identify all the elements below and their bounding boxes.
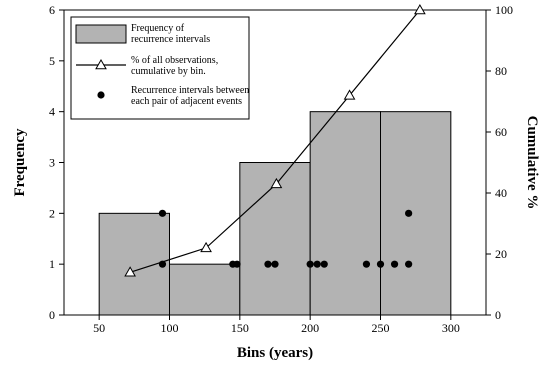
x-tick-label: 50 bbox=[93, 321, 105, 335]
legend-bar-swatch bbox=[75, 24, 127, 44]
interval-dot bbox=[390, 260, 399, 268]
legend-label: each pair of adjacent events bbox=[131, 96, 242, 107]
interval-dot bbox=[405, 209, 413, 217]
y-tick-label: 0 bbox=[49, 308, 55, 322]
legend-label: % of all observations, bbox=[131, 55, 218, 66]
interval-dot bbox=[233, 260, 241, 268]
legend-label: Frequency of bbox=[131, 23, 185, 34]
interval-dot bbox=[320, 260, 328, 268]
cumulative-point bbox=[124, 266, 136, 277]
bars-layer bbox=[98, 111, 452, 316]
y2-tick-label: 60 bbox=[495, 125, 507, 139]
y-tick-label: 2 bbox=[49, 206, 55, 220]
interval-dot bbox=[362, 260, 371, 268]
y-axis-title: Frequency bbox=[12, 128, 28, 197]
x-axis-title: Bins (years) bbox=[237, 345, 313, 361]
y2-tick-label: 100 bbox=[495, 3, 513, 17]
legend-label: cumulative by bin. bbox=[131, 66, 206, 77]
bar bbox=[380, 111, 452, 316]
interval-dot bbox=[313, 260, 321, 268]
y-tick-label: 1 bbox=[49, 257, 55, 271]
y-tick-label: 3 bbox=[49, 156, 55, 170]
interval-dot bbox=[264, 260, 272, 268]
bar bbox=[98, 212, 170, 316]
x-tick-label: 100 bbox=[161, 321, 179, 335]
y-axis-left: 0 1 2 3 4 5 6 bbox=[49, 3, 64, 322]
cumulative-point bbox=[200, 241, 212, 253]
y-axis-right: 0 20 40 60 80 100 bbox=[486, 3, 513, 322]
cumulative-line-layer bbox=[124, 3, 426, 277]
interval-dot bbox=[405, 260, 413, 268]
legend-triangle-marker bbox=[95, 58, 107, 70]
interval-dot bbox=[158, 260, 167, 268]
y-tick-label: 6 bbox=[49, 3, 55, 17]
interval-dot bbox=[271, 260, 279, 268]
y-tick-label: 5 bbox=[49, 54, 55, 68]
x-axis: 50 100 150 200 250 300 bbox=[93, 315, 460, 335]
cumulative-point bbox=[270, 177, 283, 189]
cumulative-point bbox=[414, 3, 426, 15]
x-tick-label: 200 bbox=[301, 321, 319, 335]
y2-tick-label: 20 bbox=[495, 247, 507, 261]
y2-tick-label: 80 bbox=[495, 64, 507, 78]
interval-dots-layer bbox=[158, 209, 413, 268]
y2-tick-label: 40 bbox=[495, 186, 507, 200]
legend-dot-marker bbox=[97, 91, 105, 99]
x-tick-label: 150 bbox=[231, 321, 249, 335]
legend-label: Recurrence intervals between bbox=[131, 85, 249, 96]
cumulative-point bbox=[343, 89, 356, 100]
x-tick-label: 250 bbox=[372, 321, 390, 335]
y-tick-label: 4 bbox=[49, 105, 55, 119]
interval-dot bbox=[376, 260, 385, 268]
x-tick-label: 300 bbox=[442, 321, 460, 335]
interval-dot bbox=[158, 209, 167, 217]
bar bbox=[169, 263, 241, 316]
y2-tick-label: 0 bbox=[495, 308, 501, 322]
legend-label: recurrence intervals bbox=[131, 34, 210, 45]
interval-dot bbox=[306, 260, 314, 268]
bar bbox=[309, 111, 381, 316]
y2-axis-title: Cumulative % bbox=[524, 116, 540, 210]
